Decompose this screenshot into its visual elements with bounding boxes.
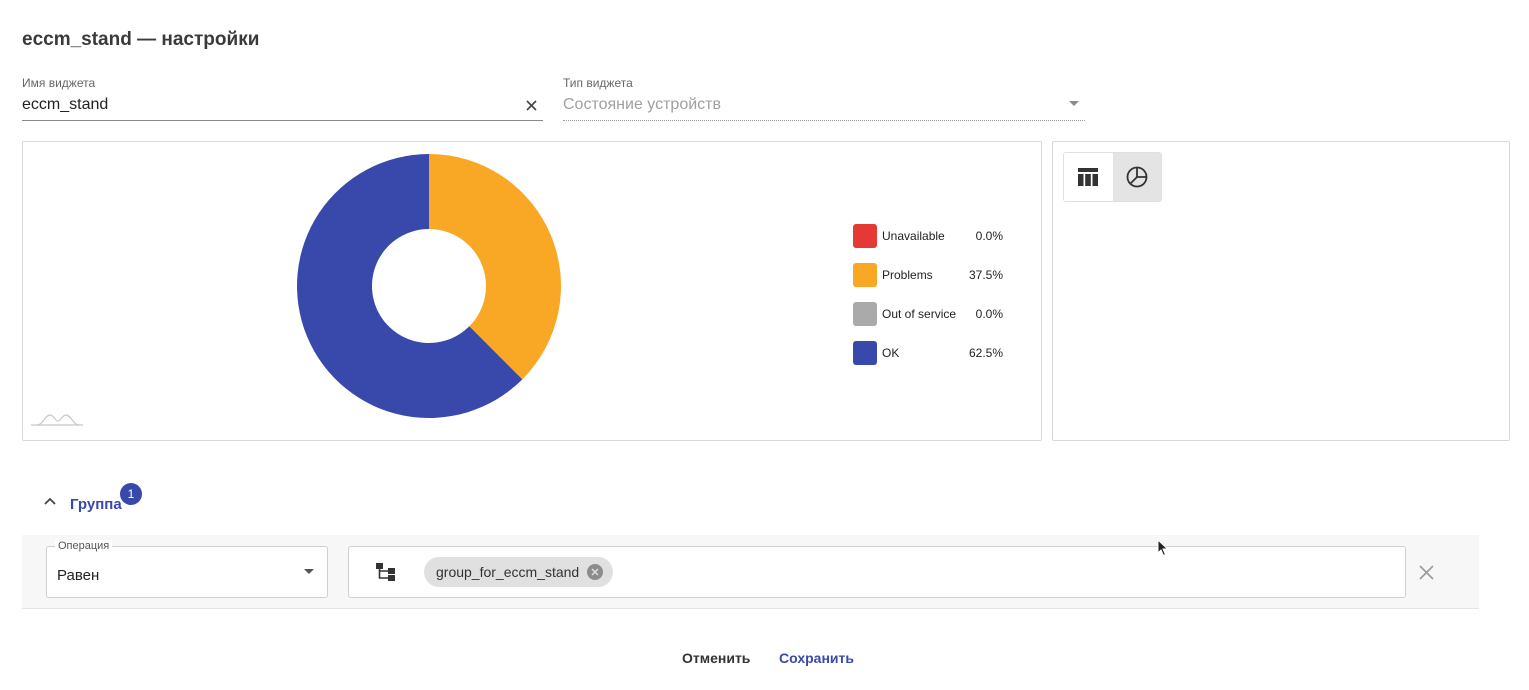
view-toggle [1063,152,1162,202]
group-section-header[interactable]: Группа 1 [40,483,142,516]
widget-name-underline [22,120,543,121]
legend-swatch [853,301,877,326]
brand-logo-icon [31,414,83,426]
operation-select[interactable]: Операция Равен [46,540,328,598]
group-filter-row: Операция Равен group_for_eccm_stand [22,535,1479,609]
chip-remove-button[interactable] [587,564,604,580]
widget-name-label: Имя виджета [22,76,96,90]
legend-item-out-of-service: Out of service 0.0% [853,294,1003,333]
legend-label: OK [882,345,900,360]
tree-structure-icon [376,563,395,581]
page-title: eccm_stand — настройки [22,29,260,50]
chevron-down-icon [1069,101,1079,106]
operation-value: Равен [57,567,100,584]
group-values-field[interactable]: group_for_eccm_stand [348,546,1406,598]
clear-name-button[interactable] [522,96,540,114]
legend-item-ok: OK 62.5% [853,333,1003,372]
cancel-button[interactable]: Отменить [682,650,751,666]
legend-swatch [853,340,877,365]
table-view-button[interactable] [1064,153,1113,201]
remove-filter-button[interactable] [1416,562,1436,582]
legend-swatch [853,262,877,287]
widget-type-label: Тип виджета [563,76,633,90]
close-icon [591,568,599,576]
group-chip-label: group_for_eccm_stand [436,564,580,580]
chart-preview-panel: Unavailable 0.0% Problems 37.5% Out of s… [22,141,1042,441]
chart-legend: Unavailable 0.0% Problems 37.5% Out of s… [853,216,1003,372]
close-icon [525,99,537,111]
chevron-down-icon [304,569,314,574]
widget-name-input[interactable]: eccm_stand [22,96,109,113]
legend-value: 62.5% [968,345,1003,360]
pie-chart-icon [1126,166,1148,188]
legend-value: 0.0% [975,228,1003,243]
donut-slice-problems [429,154,561,380]
donut-chart [297,154,561,418]
legend-item-unavailable: Unavailable 0.0% [853,216,1003,255]
group-title[interactable]: Группа [70,495,122,513]
close-icon [1418,564,1434,580]
group-count-badge: 1 [120,483,142,505]
group-chip: group_for_eccm_stand [424,557,614,587]
chart-view-button[interactable] [1112,153,1161,201]
chevron-up-icon[interactable] [40,491,60,511]
legend-label: Out of service [882,306,957,321]
donut-slice-ok [297,154,523,418]
legend-value: 37.5% [968,267,1003,282]
legend-item-problems: Problems 37.5% [853,255,1003,294]
legend-swatch [853,223,877,248]
legend-value: 0.0% [975,306,1003,321]
legend-label: Unavailable [882,228,945,243]
legend-label: Problems [882,267,933,282]
save-button[interactable]: Сохранить [779,650,854,666]
widget-type-underline [563,120,1085,121]
view-options-panel [1052,141,1510,441]
operation-label: Операция [55,540,113,552]
mouse-cursor-icon [1157,539,1169,557]
widget-type-select[interactable]: Состояние устройств [563,96,721,113]
table-icon [1078,168,1099,186]
